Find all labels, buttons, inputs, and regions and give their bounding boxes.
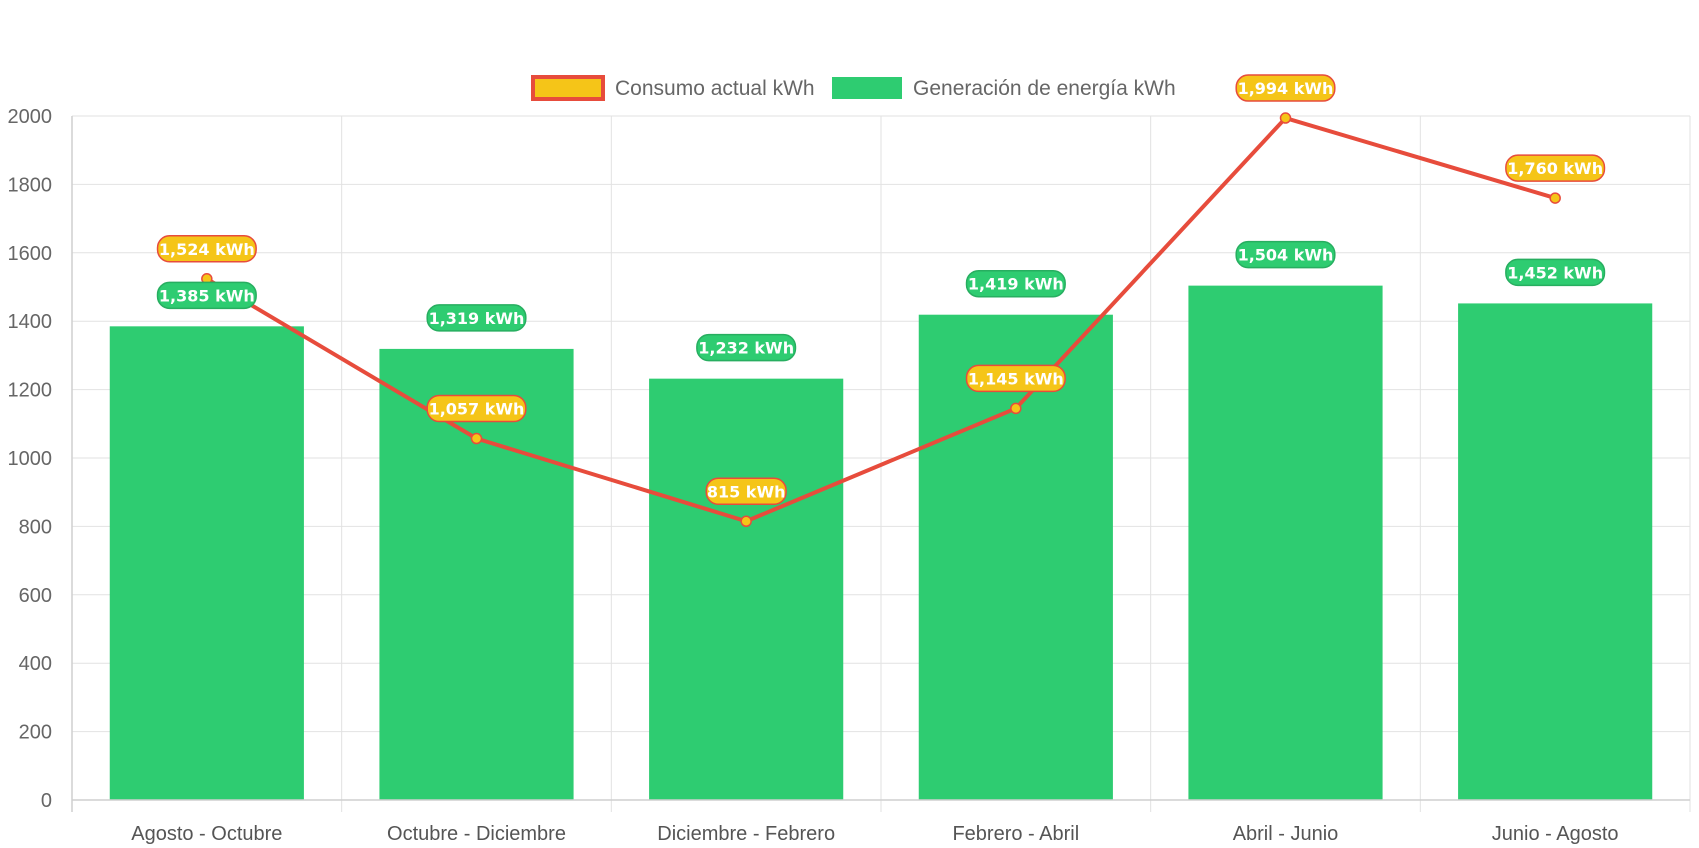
data-label: 1,524 kWh xyxy=(156,235,257,263)
bar[interactable] xyxy=(649,378,844,800)
x-tick-label: Junio - Agosto xyxy=(1492,823,1619,845)
data-label-bg xyxy=(156,235,257,263)
bar[interactable] xyxy=(379,348,574,800)
legend-label: Generación de energía kWh xyxy=(913,77,1176,100)
y-tick-label: 800 xyxy=(19,516,52,538)
y-tick-label: 600 xyxy=(19,585,52,607)
bars xyxy=(109,285,1653,801)
line-point[interactable] xyxy=(1010,402,1022,415)
data-label-text: 1,504 kWh xyxy=(1238,246,1334,265)
x-tick-label: Febrero - Abril xyxy=(952,823,1079,845)
data-label-text: 1,994 kWh xyxy=(1238,79,1334,98)
data-label: 1,319 kWh xyxy=(426,304,527,332)
data-labels: 1,385 kWh 1,319 kWh 1,232 kWh 1,419 kWh 1,50… xyxy=(156,74,1606,506)
data-label-bg xyxy=(1235,74,1336,102)
data-label: 1,452 kWh xyxy=(1505,258,1606,287)
line-point[interactable] xyxy=(1279,112,1292,124)
data-label-text: 1,419 kWh xyxy=(968,275,1064,294)
data-label-bg xyxy=(965,269,1066,298)
x-tick-label: Abril - Junio xyxy=(1233,823,1339,845)
data-label: 1,385 kWh xyxy=(156,281,257,310)
x-tick-label: Octubre - Diciembre xyxy=(387,823,566,845)
legend-item-consumo[interactable]: Consumo actual kWh xyxy=(531,75,815,101)
axes: 0 200 400 600 800 1000 1200 1400 1600 1800 2000 Ago… xyxy=(8,106,1690,845)
data-label-text: 1,452 kWh xyxy=(1507,263,1603,282)
data-label-text: 1,232 kWh xyxy=(698,339,794,358)
legend-swatch xyxy=(832,77,902,99)
data-label-bg xyxy=(705,477,787,506)
data-label-text: 1,524 kWh xyxy=(159,240,255,259)
x-tick-label: Diciembre - Febrero xyxy=(657,823,835,845)
y-tick-label: 0 xyxy=(41,790,52,812)
y-tick-label: 200 xyxy=(19,722,52,744)
data-label: 1,504 kWh xyxy=(1235,240,1336,269)
y-tick-label: 2000 xyxy=(8,106,53,128)
legend[interactable]: Consumo actual kWh Generación de energía … xyxy=(531,75,1176,101)
legend-swatch xyxy=(531,75,605,101)
y-tick-label: 1400 xyxy=(8,311,53,333)
data-label: 1,057 kWh xyxy=(426,394,527,423)
data-label: 815 kWh xyxy=(705,477,787,506)
data-label-bg xyxy=(426,394,527,423)
data-label: 1,145 kWh xyxy=(965,364,1066,393)
y-tick-label: 1600 xyxy=(8,243,53,265)
line-point[interactable] xyxy=(1549,192,1561,204)
bar[interactable] xyxy=(1188,285,1383,801)
data-label-bg xyxy=(426,304,527,332)
bar[interactable] xyxy=(109,326,304,800)
data-label-bg xyxy=(156,281,257,310)
data-label-text: 1,145 kWh xyxy=(968,369,1064,388)
data-label-bg xyxy=(965,364,1066,393)
data-label-text: 1,319 kWh xyxy=(429,309,525,328)
data-label-bg xyxy=(1235,240,1336,269)
y-tick-label: 400 xyxy=(19,653,52,675)
data-label-bg xyxy=(1505,258,1606,287)
y-tick-label: 1800 xyxy=(8,174,53,196)
data-label-text: 1,385 kWh xyxy=(159,286,255,305)
bar[interactable] xyxy=(1458,303,1653,800)
data-label: 1,760 kWh xyxy=(1505,154,1606,182)
y-tick-label: 1000 xyxy=(8,448,53,470)
data-label-bg xyxy=(1505,154,1606,182)
data-label: 1,232 kWh xyxy=(696,333,797,362)
legend-item-generacion[interactable]: Generación de energía kWh xyxy=(832,77,1176,100)
line-point[interactable] xyxy=(740,515,752,528)
data-label-text: 815 kWh xyxy=(707,482,786,501)
legend-label: Consumo actual kWh xyxy=(615,77,815,100)
y-tick-label: 1200 xyxy=(8,380,53,402)
data-label: 1,419 kWh xyxy=(965,269,1066,298)
data-label-text: 1,057 kWh xyxy=(429,400,525,419)
data-label-text: 1,760 kWh xyxy=(1507,159,1603,178)
line-point[interactable] xyxy=(470,432,483,445)
data-label: 1,994 kWh xyxy=(1235,74,1336,102)
bar[interactable] xyxy=(918,314,1113,800)
data-label-bg xyxy=(696,333,797,362)
x-tick-label: Agosto - Octubre xyxy=(131,823,282,845)
